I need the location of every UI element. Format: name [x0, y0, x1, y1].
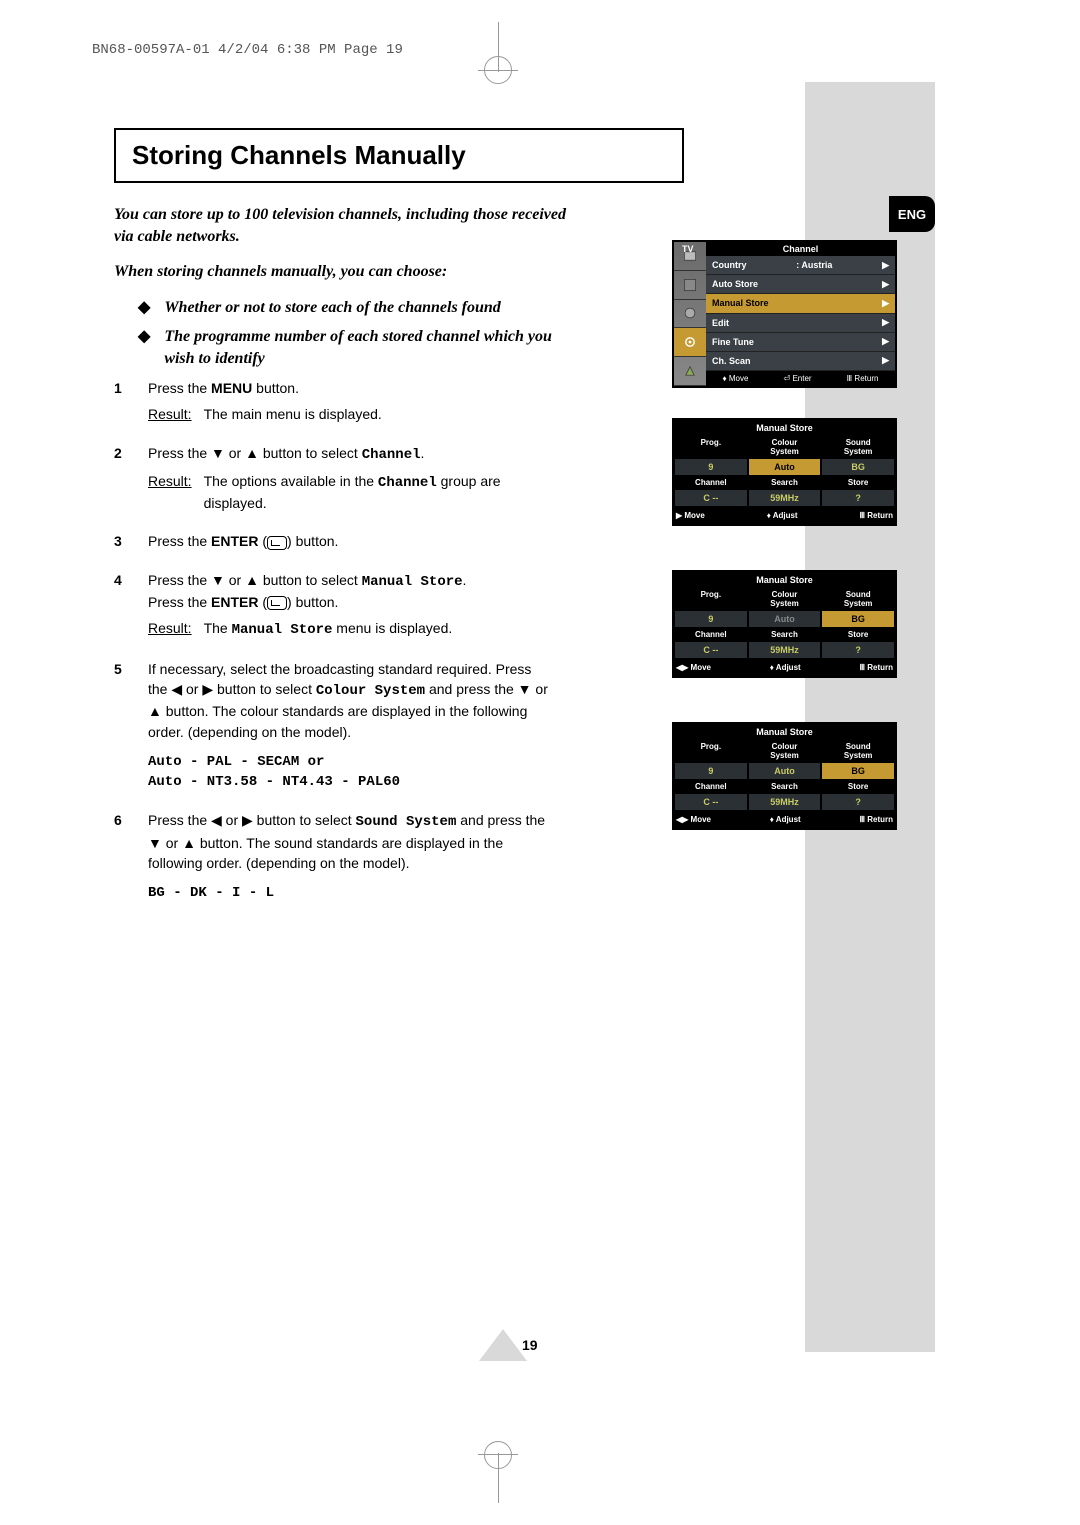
sidebar-icon	[674, 300, 706, 329]
manual-store-label: Manual Store	[362, 574, 463, 590]
intro-block: You can store up to 100 television chann…	[114, 204, 574, 378]
language-tab: ENG	[889, 196, 935, 232]
osd-title: Channel	[706, 242, 895, 256]
osd-row: Edit▶	[706, 314, 895, 333]
page-header: BN68-00597A-01 4/2/04 6:38 PM Page 19	[92, 42, 403, 58]
standards-list: Auto - PAL - SECAM or Auto - NT3.58 - NT…	[148, 752, 554, 793]
up-arrow-icon	[479, 1329, 527, 1361]
colour-system-label: Colour System	[316, 683, 425, 699]
page-title: Storing Channels Manually	[132, 140, 666, 171]
text: The options available in the Channel gro…	[204, 471, 554, 514]
osd-channel-menu: TV Channel Country: Austria▶Auto Store▶M…	[672, 240, 897, 388]
step: 1 Press the MENU button. Result: The main…	[114, 378, 554, 425]
text: Press the	[148, 533, 211, 549]
title-box: Storing Channels Manually	[114, 128, 684, 183]
intro-p1: You can store up to 100 television chann…	[114, 204, 574, 247]
diamond-icon: ◆	[138, 297, 150, 319]
intro-bullet: ◆ The programme number of each stored ch…	[138, 326, 574, 369]
intro-bullet: ◆ Whether or not to store each of the ch…	[138, 297, 574, 319]
osd-sidebar	[674, 242, 706, 386]
menu-label: MENU	[211, 380, 252, 396]
osd-row: Ch. Scan▶	[706, 352, 895, 371]
osd-manual-store: Manual StoreProg.Colour SystemSound Syst…	[672, 418, 897, 526]
osd-row: Auto Store▶	[706, 275, 895, 294]
result-label: Result:	[148, 471, 192, 514]
osd-manual-store: Manual StoreProg.Colour SystemSound Syst…	[672, 722, 897, 830]
bullet-text: Whether or not to store each of the chan…	[164, 297, 500, 319]
step: 5 If necessary, select the broadcasting …	[114, 659, 554, 793]
step-num: 3	[114, 531, 130, 551]
text: button.	[292, 594, 339, 610]
step-num: 5	[114, 659, 130, 793]
crop-mark	[478, 1454, 518, 1455]
sidebar-icon	[674, 328, 706, 357]
enter-icon	[267, 596, 287, 610]
text: Press the	[148, 594, 211, 610]
page-number: 19	[522, 1337, 538, 1353]
enter-label: ENTER	[211, 594, 258, 610]
step: 4 Press the ▼ or ▲ button to select Manu…	[114, 570, 554, 641]
tv-label: TV	[682, 244, 694, 254]
sound-system-label: Sound System	[356, 814, 457, 830]
crop-mark	[478, 70, 518, 71]
text: button.	[252, 380, 299, 396]
step-num: 6	[114, 810, 130, 903]
standards-list: BG - DK - I - L	[148, 883, 554, 903]
result-label: Result:	[148, 618, 192, 640]
enter-icon	[267, 536, 287, 550]
text: Press the	[148, 380, 211, 396]
diamond-icon: ◆	[138, 326, 150, 369]
text: The Manual Store menu is displayed.	[204, 618, 453, 640]
step-num: 4	[114, 570, 130, 641]
step: 6 Press the ◀ or ▶ button to select Soun…	[114, 810, 554, 903]
text: Press the ◀ or ▶ button to select	[148, 812, 356, 828]
steps-block: 1 Press the MENU button. Result: The main…	[114, 378, 554, 922]
step: 3 Press the ENTER () button.	[114, 531, 554, 551]
channel-label: Channel	[362, 447, 421, 463]
text: button.	[292, 533, 339, 549]
sidebar-icon	[674, 357, 706, 386]
sidebar-icon	[674, 271, 706, 300]
text: The main menu is displayed.	[204, 404, 382, 424]
osd-row: Country: Austria▶	[706, 256, 895, 275]
bullet-text: The programme number of each stored chan…	[164, 326, 574, 369]
osd-row: Manual Store▶	[706, 294, 895, 313]
step-num: 2	[114, 443, 130, 514]
text: Press the ▼ or ▲ button to select	[148, 572, 362, 588]
result-label: Result:	[148, 404, 192, 424]
osd-footer: ♦ Move ⏎ Enter Ⅲ Return	[706, 371, 895, 386]
step-num: 1	[114, 378, 130, 425]
text: Press the ▼ or ▲ button to select	[148, 445, 362, 461]
crop-mark	[484, 1441, 512, 1469]
osd-row: Fine Tune▶	[706, 333, 895, 352]
osd-manual-store: Manual StoreProg.Colour SystemSound Syst…	[672, 570, 897, 678]
intro-p2: When storing channels manually, you can …	[114, 261, 574, 283]
step: 2 Press the ▼ or ▲ button to select Chan…	[114, 443, 554, 514]
enter-label: ENTER	[211, 533, 258, 549]
